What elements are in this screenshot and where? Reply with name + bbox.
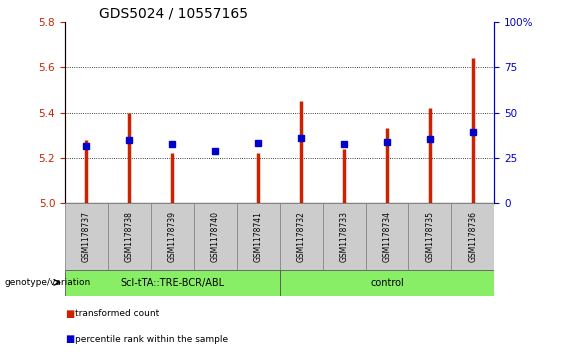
Bar: [366, 203, 408, 270]
Text: GSM1178740: GSM1178740: [211, 211, 220, 262]
Bar: [65, 203, 108, 270]
Bar: [451, 203, 494, 270]
Text: percentile rank within the sample: percentile rank within the sample: [75, 335, 228, 344]
Text: genotype/variation: genotype/variation: [5, 278, 91, 287]
Bar: [237, 203, 280, 270]
Bar: [280, 270, 494, 296]
Text: transformed count: transformed count: [75, 310, 159, 318]
Bar: [194, 203, 237, 270]
Text: ■: ■: [65, 309, 74, 319]
Bar: [408, 203, 451, 270]
Bar: [323, 203, 366, 270]
Text: GSM1178735: GSM1178735: [425, 211, 434, 262]
Text: control: control: [370, 278, 404, 288]
Bar: [280, 203, 323, 270]
Text: GSM1178738: GSM1178738: [125, 211, 134, 262]
Text: GDS5024 / 10557165: GDS5024 / 10557165: [99, 7, 249, 21]
Text: GSM1178739: GSM1178739: [168, 211, 177, 262]
Text: GSM1178734: GSM1178734: [383, 211, 392, 262]
Bar: [151, 203, 194, 270]
Text: GSM1178732: GSM1178732: [297, 211, 306, 262]
Bar: [65, 270, 280, 296]
Text: GSM1178737: GSM1178737: [82, 211, 91, 262]
Text: ■: ■: [65, 334, 74, 344]
Bar: [108, 203, 151, 270]
Text: GSM1178741: GSM1178741: [254, 211, 263, 262]
Text: GSM1178733: GSM1178733: [340, 211, 349, 262]
Text: Scl-tTA::TRE-BCR/ABL: Scl-tTA::TRE-BCR/ABL: [120, 278, 224, 288]
Text: GSM1178736: GSM1178736: [468, 211, 477, 262]
